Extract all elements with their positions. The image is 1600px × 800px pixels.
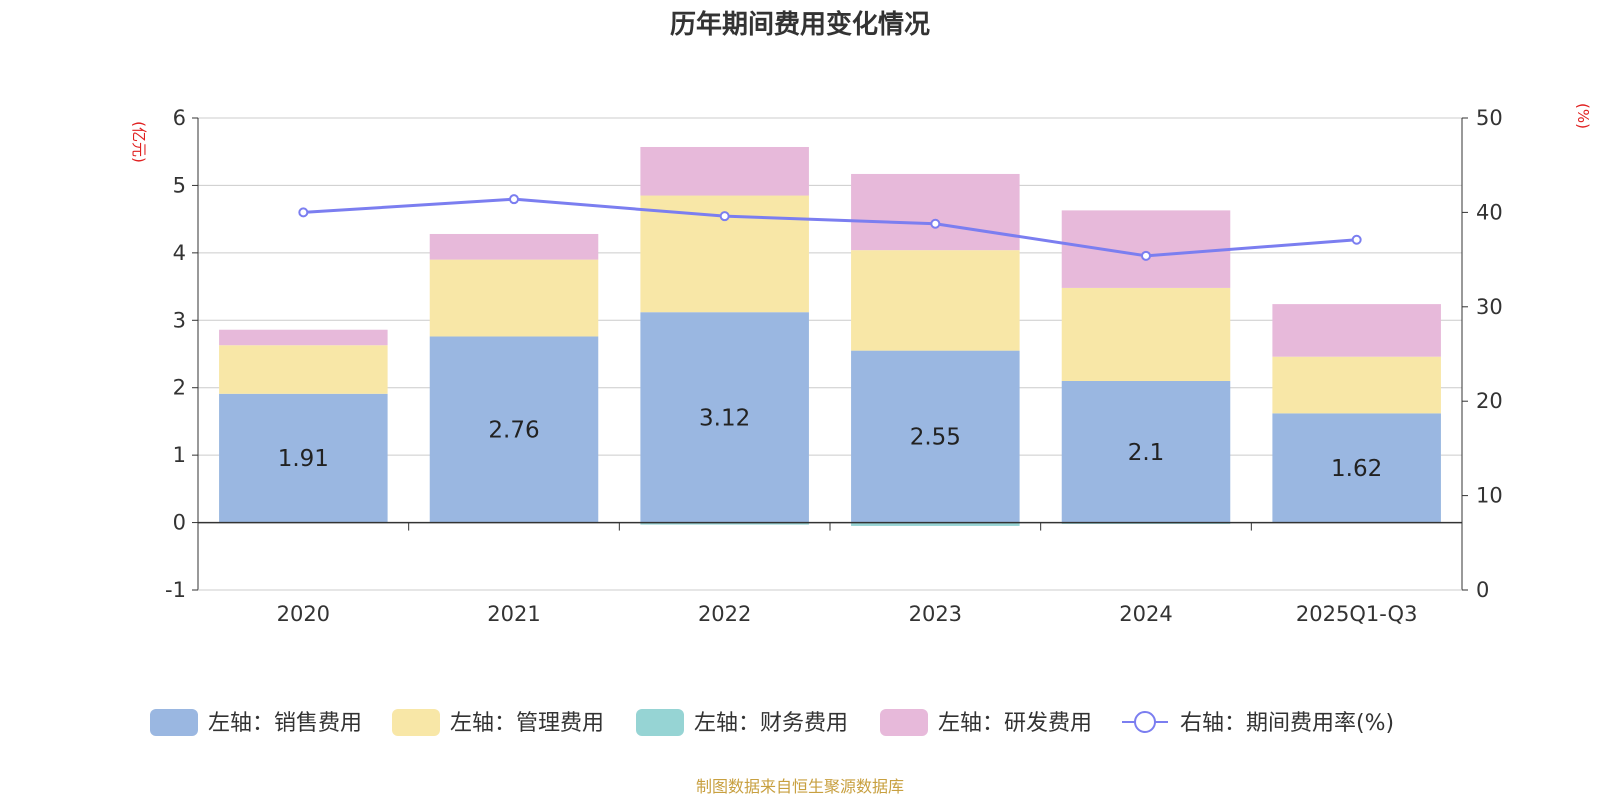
category-label: 2021 <box>487 602 540 626</box>
legend-swatch <box>392 709 440 736</box>
category-label: 2022 <box>698 602 751 626</box>
rate-line <box>303 197 1357 258</box>
right-axis-unit: (%) <box>1574 103 1592 129</box>
bar-value-label: 3.12 <box>699 405 750 431</box>
rate-point <box>930 218 941 229</box>
category-label: 2020 <box>277 602 330 626</box>
legend-item[interactable]: 左轴：销售费用 <box>150 709 362 736</box>
legend-label: 右轴：期间费用率(%) <box>1180 711 1394 736</box>
bar-segment <box>1272 304 1441 357</box>
bar-value-label: 1.62 <box>1331 456 1382 482</box>
axes: -1 0 1 2 3 4 5 6 0 10 20 30 40 50 2020 2021 2022 2023 2024… <box>165 106 1503 626</box>
left-tick-label: -1 <box>165 578 186 602</box>
bar-segment <box>640 522 809 525</box>
legend-swatch <box>150 709 198 736</box>
legend-label: 左轴：销售费用 <box>208 711 362 736</box>
bar-segment <box>1061 210 1231 288</box>
bar-segment <box>640 146 809 196</box>
right-tick-label: 50 <box>1476 106 1503 130</box>
bar-labels: 1.91 2.76 3.12 2.55 2.1 1.62 <box>278 405 1383 482</box>
bar-segment <box>851 350 1020 523</box>
legend-label: 左轴：财务费用 <box>694 711 848 736</box>
rate-point <box>1141 250 1151 261</box>
right-tick-label: 40 <box>1476 200 1503 224</box>
bar-segment <box>851 173 1020 251</box>
bar-segment <box>429 336 599 523</box>
right-tick-label: 10 <box>1476 484 1503 508</box>
legend[interactable]: 左轴：销售费用 左轴：管理费用 左轴：财务费用 左轴：研发费用 右轴：期间费用率(%) <box>150 709 1394 736</box>
bar-value-label: 2.76 <box>488 418 539 444</box>
left-tick-label: 4 <box>173 241 186 265</box>
rate-point <box>719 211 730 222</box>
left-tick-label: 5 <box>173 173 186 197</box>
left-tick-label: 2 <box>173 376 186 400</box>
bar-segment <box>219 345 388 394</box>
left-tick-label: 0 <box>173 511 186 535</box>
legend-swatch <box>880 709 928 736</box>
legend-swatch <box>636 709 684 736</box>
right-tick-label: 30 <box>1476 295 1503 319</box>
category-label: 2025Q1-Q3 <box>1296 602 1418 626</box>
left-tick-label: 1 <box>173 443 186 467</box>
left-tick-label: 6 <box>173 106 186 130</box>
bar-segment <box>640 312 809 523</box>
bar-value-label: 2.1 <box>1128 440 1165 466</box>
right-tick-label: 0 <box>1476 578 1489 602</box>
legend-circle-marker <box>1134 711 1156 733</box>
bar-segment <box>851 250 1020 351</box>
bar-value-label: 2.55 <box>910 425 961 451</box>
legend-item[interactable]: 左轴：管理费用 <box>392 709 604 736</box>
left-tick-label: 3 <box>173 308 186 332</box>
bar-segment <box>219 393 388 523</box>
left-axis-unit: (亿元) <box>130 121 148 163</box>
legend-label: 左轴：管理费用 <box>450 711 604 736</box>
bar-segment <box>851 522 1020 526</box>
expense-rate-line <box>298 194 1362 261</box>
bar-segment <box>1272 356 1441 414</box>
bar-segment <box>1061 287 1231 381</box>
grid-lines <box>198 117 1462 591</box>
legend-item[interactable]: 左轴：研发费用 <box>880 709 1092 736</box>
rate-point <box>509 194 519 205</box>
bar-segment <box>429 233 599 260</box>
bar-value-label: 1.91 <box>278 446 329 472</box>
chart-title: 历年期间费用变化情况 <box>670 9 930 40</box>
right-tick-label: 20 <box>1476 389 1503 413</box>
rate-point <box>1351 234 1362 245</box>
bar-segment <box>1061 380 1231 523</box>
rate-point <box>298 207 309 218</box>
data-source-note: 制图数据来自恒生聚源数据库 <box>696 777 904 796</box>
bars <box>219 146 1441 526</box>
bar-segment <box>429 259 599 337</box>
category-label: 2024 <box>1119 602 1172 626</box>
bar-segment <box>1272 413 1441 523</box>
category-label: 2023 <box>909 602 962 626</box>
legend-item[interactable]: 左轴：财务费用 <box>636 709 848 736</box>
legend-item[interactable]: 右轴：期间费用率(%) <box>1122 711 1394 736</box>
legend-label: 左轴：研发费用 <box>938 711 1092 736</box>
bar-segment <box>219 329 388 346</box>
